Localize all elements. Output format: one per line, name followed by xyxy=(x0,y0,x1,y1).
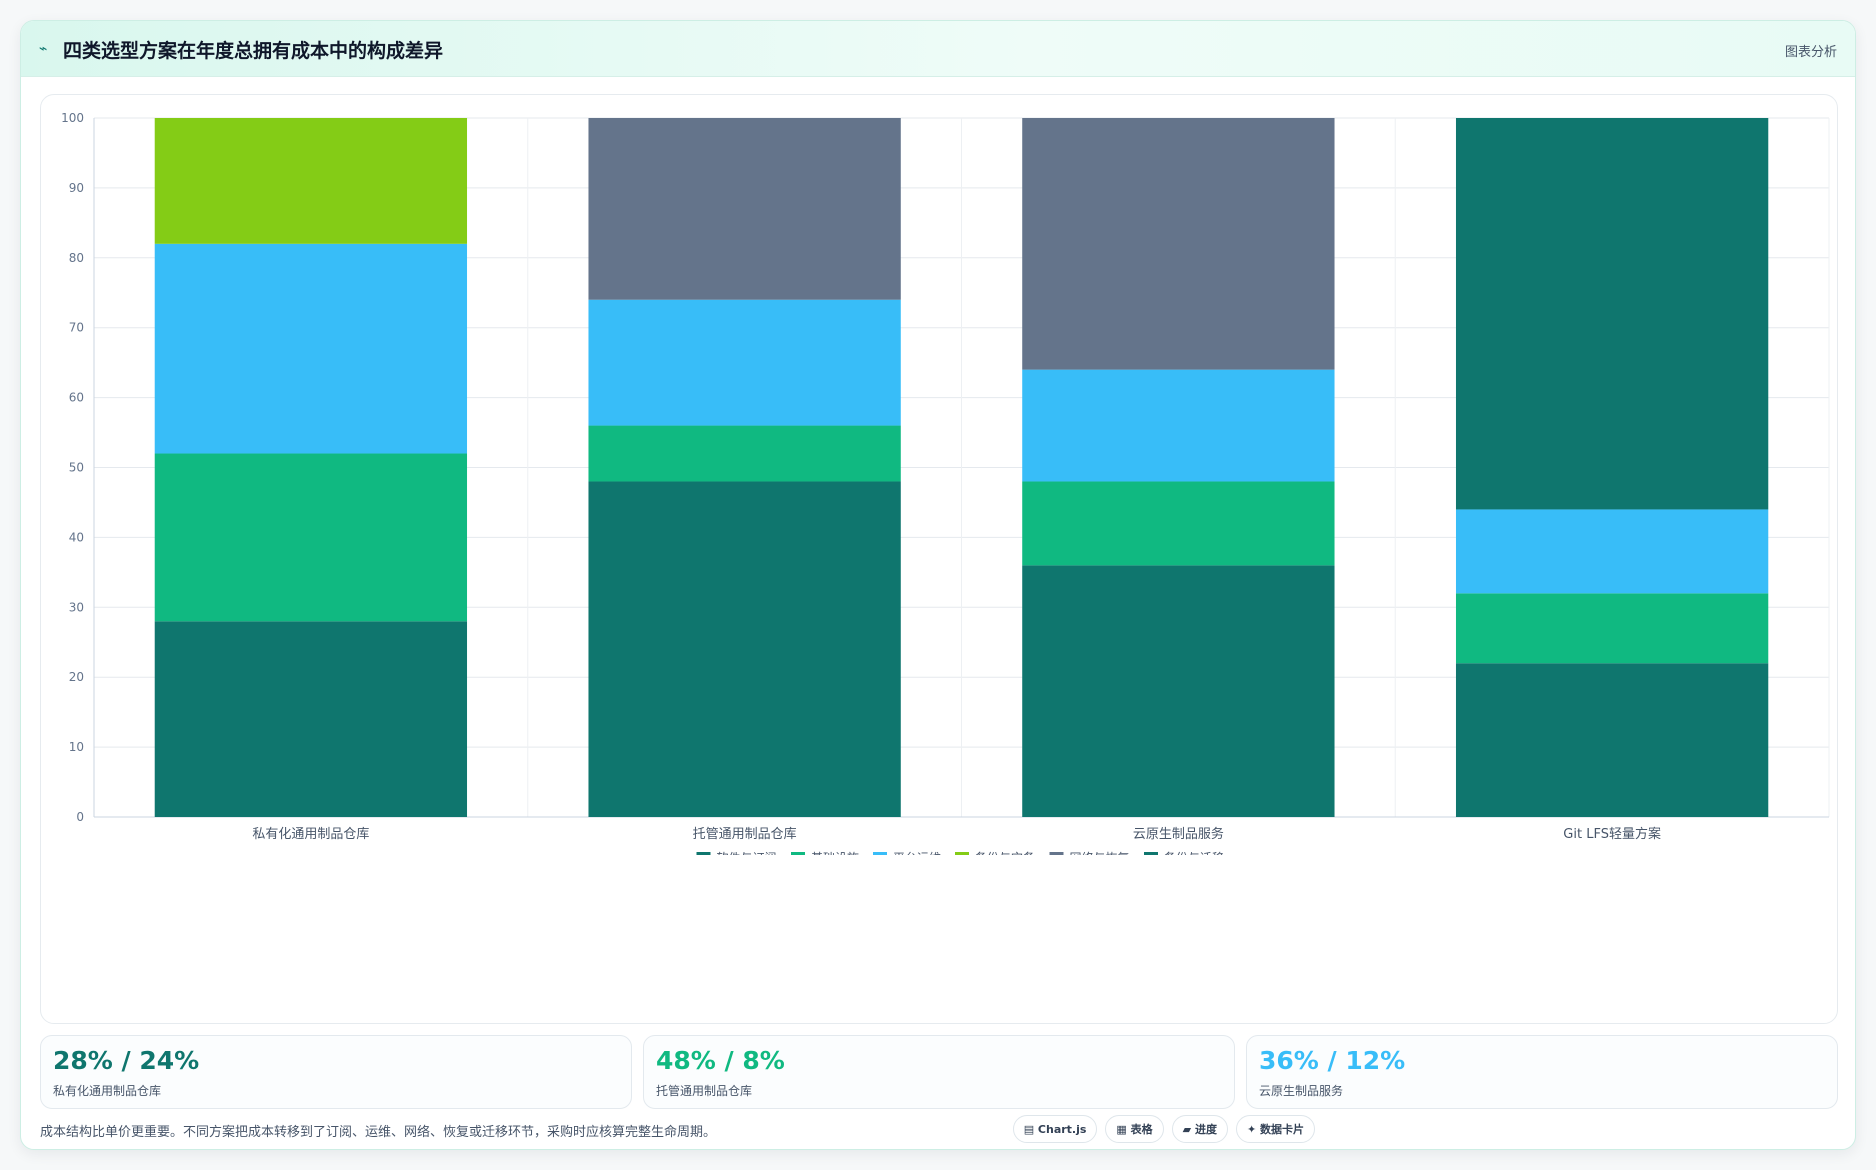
bar-segment-2-1[interactable] xyxy=(1022,481,1335,566)
view-chips: ▤ Chart.js ▦ 表格 ▰ 进度 ✦ 数据卡片 xyxy=(1012,1115,1315,1143)
legend-label-3[interactable]: 备份与灾备 xyxy=(975,850,1035,855)
chip-progress[interactable]: ▰ 进度 xyxy=(1171,1115,1228,1143)
bar-segment-0-1[interactable] xyxy=(154,453,468,622)
bar-segment-3-5[interactable] xyxy=(1455,118,1769,510)
kpi-value: 28% / 24% xyxy=(53,1046,200,1075)
legend-label-1[interactable]: 基础设施 xyxy=(811,851,859,855)
footnote: 成本结构比单价更重要。不同方案把成本转移到了订阅、运维、网络、恢复或迁移环节，采… xyxy=(40,1125,717,1140)
stacked-bar-chart: 0 10 20 30 40 50 60 70 80 90 100 私有化通用制品仓库 托管通用制品仓库 云… xyxy=(61,111,1830,855)
x-tick-label: 私有化通用制品仓库 xyxy=(252,826,369,842)
legend-swatch-0[interactable] xyxy=(696,852,711,855)
chart-panel: 0 10 20 30 40 50 60 70 80 90 100 私有化通用制品仓库 托管通用制品仓库 云… xyxy=(40,94,1838,1024)
legend-swatch-3[interactable] xyxy=(955,852,969,855)
y-tick-label: 30 xyxy=(69,600,84,614)
kpi-label: 云原生制品服务 xyxy=(1259,1084,1344,1098)
x-tick-label: Git LFS轻量方案 xyxy=(1563,826,1661,842)
bar-segment-3-2[interactable] xyxy=(1455,509,1769,594)
y-tick-label: 40 xyxy=(69,530,84,544)
legend-label-5[interactable]: 备份与迁移 xyxy=(1164,851,1224,855)
bar-segment-1-1[interactable] xyxy=(588,425,901,482)
legend-swatch-4[interactable] xyxy=(1049,852,1064,855)
kpi-card-2: 36% / 12% 云原生制品服务 xyxy=(1246,1035,1838,1109)
legend-swatch-1[interactable] xyxy=(791,852,805,855)
bar-segment-2-4[interactable] xyxy=(1022,118,1335,370)
bar-segment-1-2[interactable] xyxy=(588,299,901,426)
chart-card: ⌁ 四类选型方案在年度总拥有成本中的构成差异 图表分析 0 10 20 30 40 50 6… xyxy=(20,20,1856,1150)
chart-line-icon: ⌁ xyxy=(39,41,48,57)
y-tick-label: 50 xyxy=(69,461,84,475)
card-header: ⌁ 四类选型方案在年度总拥有成本中的构成差异 图表分析 xyxy=(21,21,1855,77)
y-tick-label: 100 xyxy=(61,111,84,125)
kpi-value: 48% / 8% xyxy=(656,1046,785,1075)
kpi-label: 私有化通用制品仓库 xyxy=(53,1084,162,1098)
bar-segment-3-0[interactable] xyxy=(1455,663,1769,817)
y-tick-label: 0 xyxy=(76,810,84,824)
chip-data-card[interactable]: ✦ 数据卡片 xyxy=(1235,1115,1315,1143)
legend-label-0[interactable]: 软件与订阅 xyxy=(717,851,777,855)
bar-segment-3-1[interactable] xyxy=(1455,593,1769,664)
bar-segment-1-4[interactable] xyxy=(588,118,901,300)
chip-chartjs[interactable]: ▤ Chart.js xyxy=(1012,1115,1098,1143)
bar-segment-2-0[interactable] xyxy=(1022,565,1335,817)
chart-title: 四类选型方案在年度总拥有成本中的构成差异 xyxy=(63,40,444,62)
bar-segment-0-0[interactable] xyxy=(154,621,468,817)
bar-segment-0-2[interactable] xyxy=(154,243,468,454)
kpi-value: 36% / 12% xyxy=(1259,1046,1406,1075)
legend-swatch-2[interactable] xyxy=(873,852,887,855)
kpi-card-0: 28% / 24% 私有化通用制品仓库 xyxy=(40,1035,632,1109)
legend-swatch-5[interactable] xyxy=(1144,852,1158,855)
y-tick-label: 70 xyxy=(69,321,84,335)
kpi-label: 托管通用制品仓库 xyxy=(656,1084,753,1098)
legend-label-2[interactable]: 平台运维 xyxy=(893,850,941,855)
y-tick-label: 60 xyxy=(69,391,84,405)
x-tick-label: 托管通用制品仓库 xyxy=(693,826,797,842)
y-tick-label: 20 xyxy=(69,670,84,684)
legend-label-4[interactable]: 网络与恢复 xyxy=(1070,850,1130,855)
kpi-card-1: 48% / 8% 托管通用制品仓库 xyxy=(643,1035,1235,1109)
chip-table[interactable]: ▦ 表格 xyxy=(1105,1115,1164,1143)
bar-segment-0-3[interactable] xyxy=(154,118,468,244)
bar-segment-1-0[interactable] xyxy=(588,481,901,817)
y-tick-label: 90 xyxy=(69,181,84,195)
y-tick-label: 80 xyxy=(69,251,84,265)
chart-analysis-link[interactable]: 图表分析 xyxy=(1784,45,1837,60)
y-tick-label: 10 xyxy=(69,740,84,754)
bar-segment-2-2[interactable] xyxy=(1022,369,1335,482)
x-tick-label: 云原生制品服务 xyxy=(1133,826,1224,842)
